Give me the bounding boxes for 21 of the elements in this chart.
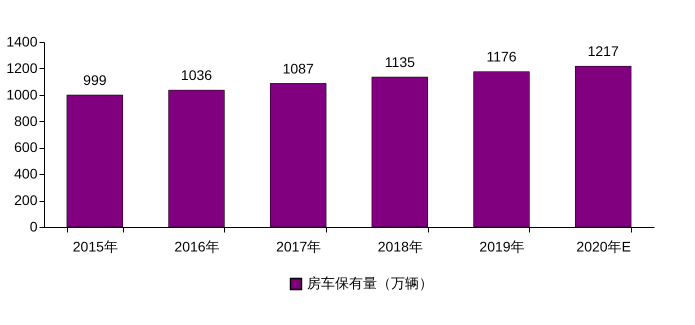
y-tick-label: 1000 — [6, 86, 38, 102]
y-tick-label: 1200 — [6, 60, 38, 76]
data-label: 1135 — [384, 54, 416, 70]
data-label: 1087 — [282, 60, 314, 76]
data-label: 1217 — [588, 43, 619, 60]
data-label: 999 — [83, 72, 107, 88]
y-tick-label: 1400 — [6, 34, 38, 50]
y-tick-label: 0 — [30, 218, 38, 234]
y-tick-label: 800 — [14, 112, 38, 129]
legend-label: 房车保有量（万辆） — [307, 275, 433, 291]
y-tick-label: 600 — [14, 139, 38, 156]
y-tick-label: 400 — [14, 166, 38, 182]
x-tick-label: 2020年E — [576, 238, 631, 254]
x-tick-label: 2018年 — [378, 238, 423, 254]
y-tick-label: 200 — [14, 192, 38, 208]
x-tick-label: 2019年 — [479, 238, 525, 254]
data-label: 1036 — [180, 67, 212, 84]
x-tick-label: 2016年 — [174, 238, 220, 254]
x-tick-label: 2017年 — [276, 238, 322, 254]
x-tick-label: 2015年 — [72, 238, 118, 254]
data-label: 1176 — [486, 48, 517, 65]
